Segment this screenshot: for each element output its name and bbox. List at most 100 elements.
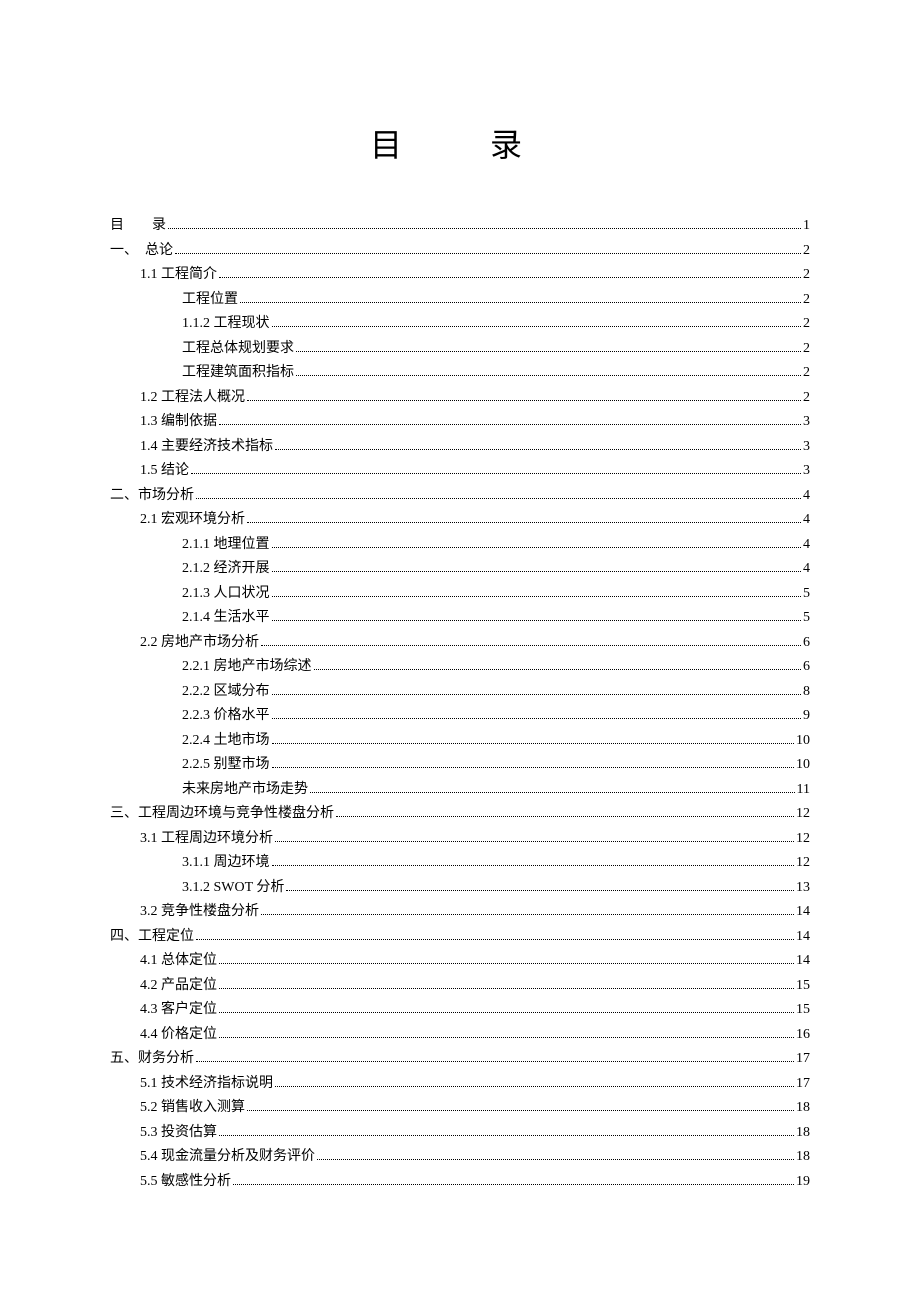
toc-entry-label: 二、市场分析 bbox=[110, 484, 194, 509]
toc-leader-dots bbox=[219, 1012, 794, 1013]
toc-entry-label: 2.1 宏观环境分析 bbox=[140, 508, 245, 533]
toc-entry: 未来房地产市场走势11 bbox=[110, 778, 810, 803]
toc-entry-page: 15 bbox=[796, 974, 810, 999]
toc-entry: 五、财务分析 17 bbox=[110, 1047, 810, 1072]
toc-leader-dots bbox=[272, 620, 802, 621]
toc-leader-dots bbox=[272, 767, 795, 768]
toc-entry-page: 12 bbox=[796, 802, 810, 827]
toc-leader-dots bbox=[317, 1159, 794, 1160]
toc-entry: 2.1.2 经济开展4 bbox=[110, 557, 810, 582]
toc-entry-page: 4 bbox=[803, 508, 810, 533]
toc-entry-page: 2 bbox=[803, 361, 810, 386]
toc-entry-label: 2.1.3 人口状况 bbox=[182, 582, 270, 607]
toc-leader-dots bbox=[247, 1110, 794, 1111]
toc-entry: 三、工程周边环境与竞争性楼盘分析12 bbox=[110, 802, 810, 827]
toc-entry: 4.2 产品定位 15 bbox=[110, 974, 810, 999]
toc-entry-page: 5 bbox=[803, 606, 810, 631]
toc-entry: 二、市场分析 4 bbox=[110, 484, 810, 509]
toc-entry: 1.2 工程法人概况2 bbox=[110, 386, 810, 411]
toc-leader-dots bbox=[275, 841, 794, 842]
toc-entry: 1.1.2 工程现状2 bbox=[110, 312, 810, 337]
toc-entry: 2.2.1 房地产市场综述 6 bbox=[110, 655, 810, 680]
toc-entry-label: 2.1.2 经济开展 bbox=[182, 557, 270, 582]
toc-entry-label: 目 录 bbox=[110, 214, 166, 239]
toc-entry-page: 3 bbox=[803, 459, 810, 484]
toc-entry-label: 2.2.1 房地产市场综述 bbox=[182, 655, 312, 680]
toc-entry-label: 工程位置 bbox=[182, 288, 238, 313]
toc-entry-page: 3 bbox=[803, 435, 810, 460]
toc-leader-dots bbox=[168, 228, 801, 229]
toc-entry-page: 18 bbox=[796, 1121, 810, 1146]
toc-entry: 工程建筑面积指标2 bbox=[110, 361, 810, 386]
toc-entry-page: 2 bbox=[803, 312, 810, 337]
toc-leader-dots bbox=[261, 645, 801, 646]
toc-leader-dots bbox=[175, 253, 801, 254]
toc-leader-dots bbox=[272, 571, 802, 572]
toc-entry: 2.1.1 地理位置 4 bbox=[110, 533, 810, 558]
toc-entry-page: 17 bbox=[796, 1047, 810, 1072]
toc-entry-page: 12 bbox=[796, 851, 810, 876]
toc-entry: 5.5 敏感性分析19 bbox=[110, 1170, 810, 1195]
toc-entry: 1.1 工程简介2 bbox=[110, 263, 810, 288]
toc-leader-dots bbox=[196, 498, 801, 499]
toc-entry-page: 14 bbox=[796, 949, 810, 974]
toc-entry: 3.1.2 SWOT 分析 13 bbox=[110, 876, 810, 901]
toc-entry-page: 3 bbox=[803, 410, 810, 435]
toc-entry-label: 4.1 总体定位 bbox=[140, 949, 217, 974]
toc-entry: 目 录 1 bbox=[110, 214, 810, 239]
toc-entry: 4.1 总体定位 14 bbox=[110, 949, 810, 974]
toc-entry-page: 18 bbox=[796, 1096, 810, 1121]
toc-entry-page: 4 bbox=[803, 533, 810, 558]
toc-entry-label: 工程总体规划要求 bbox=[182, 337, 294, 362]
toc-leader-dots bbox=[219, 424, 801, 425]
toc-leader-dots bbox=[261, 914, 794, 915]
toc-entry-label: 未来房地产市场走势 bbox=[182, 778, 308, 803]
toc-entry-label: 2.1.1 地理位置 bbox=[182, 533, 270, 558]
toc-entry: 1.5 结论3 bbox=[110, 459, 810, 484]
toc-entry-page: 15 bbox=[796, 998, 810, 1023]
toc-entry-page: 6 bbox=[803, 655, 810, 680]
toc-entry: 1.3 编制依据3 bbox=[110, 410, 810, 435]
toc-entry-label: 1.4 主要经济技术指标 bbox=[140, 435, 273, 460]
toc-entry-page: 5 bbox=[803, 582, 810, 607]
toc-entry-label: 4.2 产品定位 bbox=[140, 974, 217, 999]
toc-entry: 2.1 宏观环境分析 4 bbox=[110, 508, 810, 533]
toc-entry: 工程总体规划要求 2 bbox=[110, 337, 810, 362]
toc-entry: 5.1 技术经济指标说明17 bbox=[110, 1072, 810, 1097]
toc-entry-page: 9 bbox=[803, 704, 810, 729]
toc-leader-dots bbox=[272, 596, 802, 597]
toc-entry-page: 2 bbox=[803, 263, 810, 288]
toc-entry-page: 1 bbox=[803, 214, 810, 239]
toc-entry-label: 1.2 工程法人概况 bbox=[140, 386, 245, 411]
toc-leader-dots bbox=[336, 816, 794, 817]
toc-entry: 2.2.3 价格水平9 bbox=[110, 704, 810, 729]
toc-entry: 5.3 投资估算18 bbox=[110, 1121, 810, 1146]
toc-entry-label: 3.1.2 SWOT 分析 bbox=[182, 876, 284, 901]
toc-entry: 四、工程定位14 bbox=[110, 925, 810, 950]
toc-entry-page: 19 bbox=[796, 1170, 810, 1195]
toc-entry-page: 13 bbox=[796, 876, 810, 901]
toc-entry-label: 4.3 客户定位 bbox=[140, 998, 217, 1023]
toc-leader-dots bbox=[275, 1086, 794, 1087]
toc-entry: 2.2.2 区域分布8 bbox=[110, 680, 810, 705]
toc-leader-dots bbox=[272, 743, 795, 744]
toc-leader-dots bbox=[247, 400, 801, 401]
toc-leader-dots bbox=[233, 1184, 794, 1185]
toc-entry-page: 10 bbox=[796, 729, 810, 754]
toc-entry-page: 17 bbox=[796, 1072, 810, 1097]
toc-entry: 5.2 销售收入测算18 bbox=[110, 1096, 810, 1121]
toc-leader-dots bbox=[272, 547, 802, 548]
toc-leader-dots bbox=[272, 865, 795, 866]
page-title: 目 录 bbox=[110, 120, 810, 166]
toc-leader-dots bbox=[272, 718, 802, 719]
toc-entry: 5.4 现金流量分析及财务评价18 bbox=[110, 1145, 810, 1170]
toc-entry-page: 14 bbox=[796, 925, 810, 950]
toc-entry-page: 6 bbox=[803, 631, 810, 656]
toc-entry: 工程位置2 bbox=[110, 288, 810, 313]
table-of-contents: 目 录1一、 总论21.1 工程简介2工程位置21.1.2 工程现状2工程总体规… bbox=[110, 214, 810, 1194]
toc-entry-label: 五、财务分析 bbox=[110, 1047, 194, 1072]
toc-entry-page: 2 bbox=[803, 337, 810, 362]
toc-entry-page: 14 bbox=[796, 900, 810, 925]
toc-leader-dots bbox=[219, 988, 794, 989]
toc-entry-page: 4 bbox=[803, 484, 810, 509]
